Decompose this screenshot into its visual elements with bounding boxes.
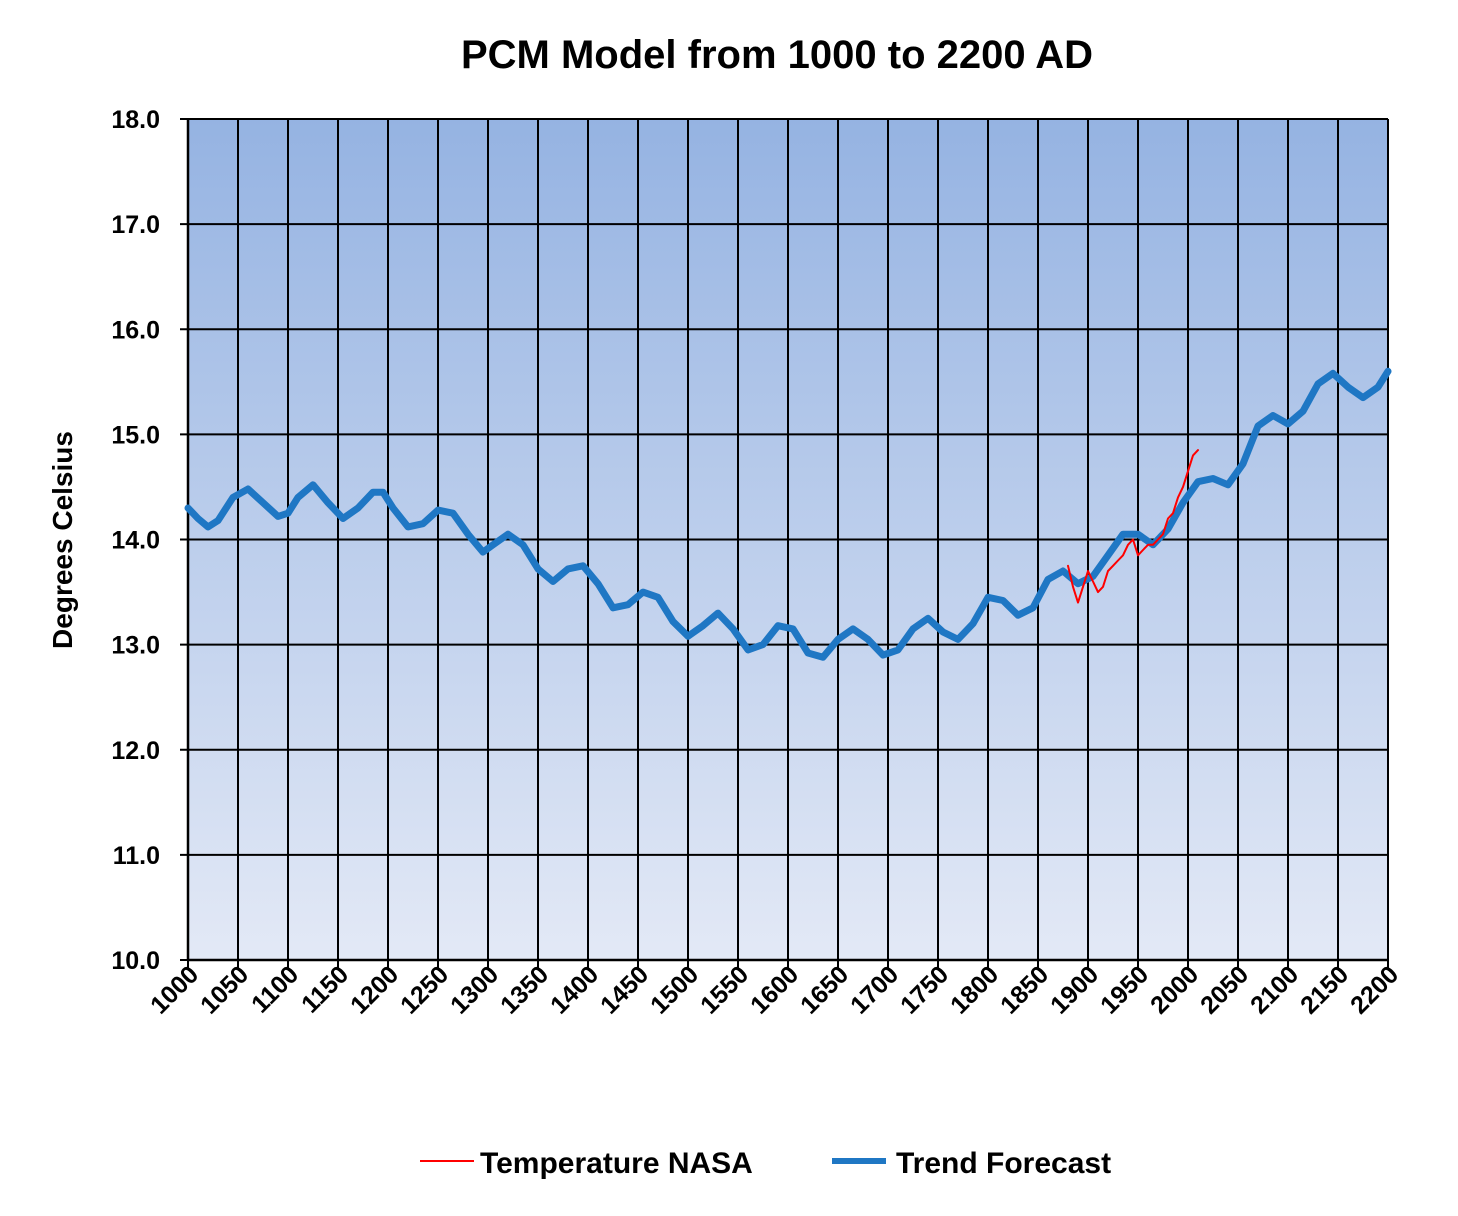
temperature-nasa-line: [1067, 449, 1199, 604]
legend-label-trend-forecast: Trend Forecast: [896, 1147, 1111, 1180]
x-tick-label: 2200: [1345, 960, 1404, 1019]
chart-title: PCM Model from 1000 to 2200 AD: [461, 33, 1093, 77]
legend-label-temperature-nasa: Temperature NASA: [480, 1147, 753, 1180]
series-layer: [184, 367, 1392, 661]
x-tick-label: 1100: [246, 960, 304, 1018]
x-tick-label: 2150: [1295, 960, 1354, 1019]
x-tick-label: 2050: [1195, 960, 1254, 1019]
y-tick-label: 17.0: [111, 211, 160, 239]
x-tick-label: 1200: [345, 960, 404, 1019]
x-tick-label: 1800: [945, 960, 1004, 1019]
x-tick-label: 1500: [645, 960, 704, 1019]
y-tick-label: 15.0: [111, 421, 160, 449]
x-tick-label: 1650: [795, 960, 854, 1019]
x-tick-label: 1700: [845, 960, 904, 1019]
x-tick-label: 1750: [895, 960, 954, 1019]
x-tick-label: 1250: [395, 960, 454, 1019]
x-tick-label: 1900: [1045, 960, 1104, 1019]
y-tick-label: 12.0: [111, 737, 160, 765]
x-tick-label: 1350: [495, 960, 554, 1019]
x-tick-label: 2000: [1145, 960, 1204, 1019]
y-tick-label: 18.0: [111, 106, 160, 134]
y-axis-ticks: 10.0 11.0 12.0 13.0 14.0 15.0 16.0 17.0 18.0: [111, 106, 188, 975]
x-tick-label: 1150: [296, 960, 354, 1018]
y-tick-label: 14.0: [111, 527, 160, 555]
legend: Temperature NASA Trend Forecast: [420, 1147, 1111, 1180]
y-axis-label: Degrees Celsius: [47, 431, 78, 649]
x-tick-label: 1550: [695, 960, 754, 1019]
x-tick-label: 2100: [1245, 960, 1304, 1019]
x-axis-ticks: 1000105011001150120012501300135014001450…: [145, 960, 1404, 1020]
y-tick-label: 10.0: [111, 947, 160, 975]
y-tick-label: 11.0: [113, 842, 160, 870]
x-tick-label: 1050: [195, 960, 254, 1019]
trend-forecast-line: [184, 367, 1392, 661]
x-tick-label: 1450: [595, 960, 654, 1019]
x-tick-label: 1600: [745, 960, 804, 1019]
y-tick-label: 13.0: [111, 632, 160, 660]
x-tick-label: 1300: [445, 960, 504, 1019]
y-tick-label: 16.0: [111, 316, 160, 344]
x-tick-label: 1400: [545, 960, 604, 1019]
x-tick-label: 1950: [1095, 960, 1154, 1019]
x-tick-label: 1850: [995, 960, 1054, 1019]
